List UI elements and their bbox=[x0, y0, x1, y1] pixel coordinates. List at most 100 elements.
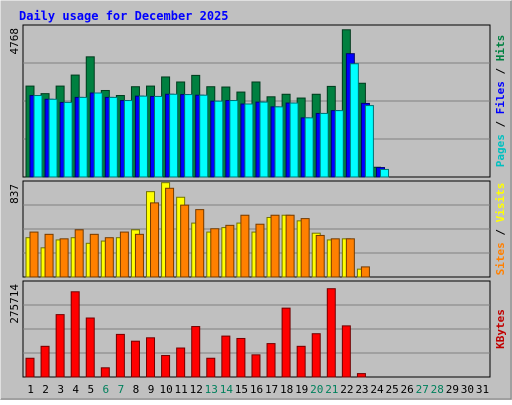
bar-pages-day-22 bbox=[349, 63, 359, 178]
bar-kbytes-day-5 bbox=[85, 317, 95, 378]
bar-pages-day-11 bbox=[184, 94, 194, 178]
bar-kbytes-day-2 bbox=[40, 345, 50, 378]
panel-volume-legend: KBytes bbox=[494, 309, 507, 349]
x-tick-label-day-15: 15 bbox=[235, 383, 248, 396]
bar-pages-day-2 bbox=[48, 98, 58, 178]
x-tick-label-day-24: 24 bbox=[370, 383, 384, 396]
x-tick-label-day-9: 9 bbox=[148, 383, 155, 396]
bar-sites-day-13 bbox=[210, 228, 220, 278]
bar-kbytes-day-8 bbox=[130, 340, 140, 378]
bar-kbytes-day-11 bbox=[176, 347, 186, 378]
bar-pages-day-4 bbox=[78, 96, 88, 178]
bar-pages-day-19 bbox=[304, 117, 314, 178]
x-tick-label-day-25: 25 bbox=[385, 383, 398, 396]
panel-visitors-legend: Sites / Visits bbox=[494, 183, 507, 276]
x-tick-label-day-31: 31 bbox=[476, 383, 489, 396]
bar-kbytes-day-6 bbox=[100, 367, 110, 378]
x-tick-label-day-19: 19 bbox=[295, 383, 308, 396]
bar-kbytes-day-3 bbox=[55, 314, 65, 378]
legend-pages: Pages bbox=[494, 134, 507, 167]
bar-pages-day-21 bbox=[334, 110, 344, 178]
bar-sites-day-16 bbox=[255, 223, 265, 278]
bar-pages-day-13 bbox=[214, 100, 224, 178]
panel-requests-ymax-label: 4768 bbox=[8, 28, 21, 55]
x-tick-label-day-4: 4 bbox=[72, 383, 79, 396]
bar-sites-day-22 bbox=[345, 238, 355, 278]
x-tick-label-day-20: 20 bbox=[310, 383, 323, 396]
chart-title: Daily usage for December 2025 bbox=[19, 9, 229, 23]
x-tick-label-day-1: 1 bbox=[27, 383, 34, 396]
x-tick-label-day-18: 18 bbox=[280, 383, 293, 396]
bar-pages-day-8 bbox=[138, 95, 148, 178]
bar-sites-day-4 bbox=[74, 229, 84, 278]
bar-sites-day-8 bbox=[134, 233, 144, 278]
x-tick-label-day-16: 16 bbox=[250, 383, 263, 396]
bar-sites-day-21 bbox=[330, 238, 340, 278]
legend-files: Files bbox=[494, 81, 507, 114]
legend-visits: Visits bbox=[494, 183, 507, 223]
bar-pages-day-14 bbox=[229, 100, 239, 178]
bar-sites-day-17 bbox=[270, 214, 280, 278]
x-tick-label-day-8: 8 bbox=[133, 383, 140, 396]
bar-kbytes-day-15 bbox=[236, 337, 246, 378]
bar-kbytes-day-9 bbox=[146, 337, 156, 378]
bar-sites-day-1 bbox=[29, 231, 39, 278]
bar-pages-day-24 bbox=[379, 168, 389, 178]
bar-pages-day-15 bbox=[244, 103, 254, 178]
x-tick-label-day-14: 14 bbox=[220, 383, 234, 396]
panel-visitors-ymax-label: 837 bbox=[8, 184, 21, 204]
legend-sites: Sites bbox=[494, 242, 507, 275]
panel-requests-legend: Pages / Files / Hits bbox=[494, 35, 507, 168]
bar-pages-day-17 bbox=[274, 106, 284, 178]
bar-kbytes-day-17 bbox=[266, 343, 276, 378]
bar-pages-day-16 bbox=[259, 101, 269, 178]
bar-sites-day-5 bbox=[89, 233, 99, 278]
bar-sites-day-10 bbox=[165, 187, 175, 278]
x-tick-label-day-7: 7 bbox=[118, 383, 125, 396]
bar-kbytes-day-7 bbox=[115, 333, 125, 378]
bar-sites-day-3 bbox=[59, 238, 69, 278]
bar-kbytes-day-20 bbox=[311, 333, 321, 378]
bar-pages-day-12 bbox=[199, 94, 209, 178]
legend-separator: / bbox=[494, 222, 507, 242]
bar-sites-day-20 bbox=[315, 234, 325, 278]
bar-pages-day-5 bbox=[93, 92, 103, 178]
x-tick-label-day-30: 30 bbox=[461, 383, 474, 396]
bar-sites-day-12 bbox=[195, 209, 205, 278]
bar-kbytes-day-22 bbox=[341, 325, 351, 378]
bar-sites-day-15 bbox=[240, 214, 250, 278]
bar-kbytes-day-21 bbox=[326, 288, 336, 378]
bar-sites-day-7 bbox=[119, 231, 129, 278]
bar-sites-day-6 bbox=[104, 237, 114, 278]
x-tick-label-day-28: 28 bbox=[431, 383, 444, 396]
x-tick-label-day-29: 29 bbox=[446, 383, 459, 396]
bar-kbytes-day-14 bbox=[221, 335, 231, 378]
bar-pages-day-18 bbox=[289, 102, 299, 178]
x-tick-label-day-6: 6 bbox=[103, 383, 110, 396]
bar-kbytes-day-4 bbox=[70, 291, 80, 378]
x-tick-label-day-22: 22 bbox=[340, 383, 353, 396]
bar-kbytes-day-19 bbox=[296, 345, 306, 378]
x-tick-label-day-17: 17 bbox=[265, 383, 278, 396]
bar-sites-day-19 bbox=[300, 218, 310, 278]
x-tick-label-day-2: 2 bbox=[42, 383, 49, 396]
x-tick-label-day-23: 23 bbox=[355, 383, 368, 396]
x-tick-label-day-26: 26 bbox=[401, 383, 414, 396]
bar-pages-day-6 bbox=[108, 96, 118, 178]
bar-sites-day-9 bbox=[150, 202, 160, 278]
bar-sites-day-14 bbox=[225, 224, 235, 278]
legend-hits: Hits bbox=[494, 35, 507, 62]
bar-sites-day-2 bbox=[44, 233, 54, 278]
bar-pages-day-23 bbox=[364, 105, 374, 178]
legend-kbytes: KBytes bbox=[494, 309, 507, 349]
x-tick-label-day-10: 10 bbox=[159, 383, 172, 396]
x-tick-label-day-13: 13 bbox=[205, 383, 218, 396]
bar-kbytes-day-1 bbox=[25, 357, 35, 378]
bar-pages-day-1 bbox=[33, 95, 43, 178]
bar-pages-day-7 bbox=[123, 100, 133, 178]
bar-kbytes-day-12 bbox=[191, 326, 201, 378]
x-tick-label-day-27: 27 bbox=[416, 383, 429, 396]
